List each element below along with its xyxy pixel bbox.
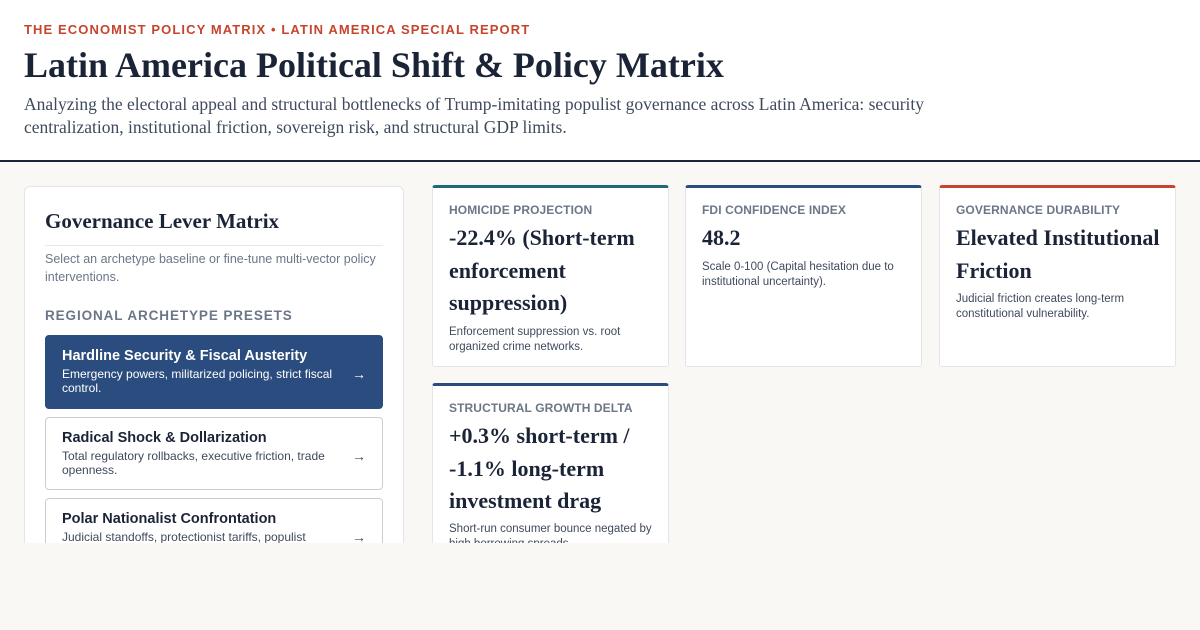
report-kicker: THE ECONOMIST POLICY MATRIX • LATIN AMER… — [24, 22, 531, 37]
preset-description: Judicial standoffs, protectionist tariff… — [62, 530, 306, 543]
card-note: Short-run consumer bounce negated by hig… — [449, 523, 652, 543]
preset-name: Radical Shock & Dollarization — [62, 430, 267, 446]
preset-description: Emergency powers, militarized policing, … — [62, 367, 333, 395]
panel-title: Governance Lever Matrix — [45, 209, 280, 233]
governance-lever-panel: Governance Lever Matrix Select an archet… — [24, 186, 404, 543]
card-note: Enforcement suppression vs. root organiz… — [449, 326, 621, 353]
page-title: Latin America Political Shift & Policy M… — [24, 45, 724, 85]
arrow-right-icon: → — [352, 448, 366, 464]
panel-divider — [45, 245, 383, 246]
structural-growth-card: STRUCTURAL GROWTH DELTA +0.3% short-term… — [432, 383, 669, 543]
arrow-right-icon: → — [352, 529, 366, 543]
preset-name: Polar Nationalist Confrontation — [62, 511, 277, 527]
card-value: -22.4% (Short-term enforcement suppressi… — [449, 225, 635, 315]
card-label: HOMICIDE PROJECTION — [449, 203, 593, 217]
page-subtitle: Analyzing the electoral appeal and struc… — [24, 94, 925, 137]
card-label: STRUCTURAL GROWTH DELTA — [449, 401, 633, 415]
preset-hardline-security[interactable]: Hardline Security & Fiscal Austerity Eme… — [45, 335, 383, 409]
card-label: FDI CONFIDENCE INDEX — [702, 203, 847, 217]
presets-section-label: REGIONAL ARCHETYPE PRESETS — [45, 308, 293, 323]
report-header: THE ECONOMIST POLICY MATRIX • LATIN AMER… — [0, 0, 1200, 162]
preset-description: Total regulatory rollbacks, executive fr… — [62, 449, 325, 477]
arrow-right-icon: → — [352, 366, 366, 382]
card-note: Scale 0-100 (Capital hesitation due to i… — [702, 261, 894, 288]
card-value: 48.2 — [702, 225, 741, 250]
card-label: GOVERNANCE DURABILITY — [956, 203, 1121, 217]
panel-hint: Select an archetype baseline or fine-tun… — [45, 252, 376, 284]
preset-name: Hardline Security & Fiscal Austerity — [62, 348, 308, 364]
card-note: Judicial friction creates long-term cons… — [956, 293, 1125, 320]
card-value: +0.3% short-term / -1.1% long-term inves… — [449, 423, 630, 513]
homicide-projection-card: HOMICIDE PROJECTION -22.4% (Short-term e… — [432, 185, 669, 367]
preset-polar-nationalist[interactable]: Polar Nationalist Confrontation Judicial… — [45, 498, 383, 543]
governance-durability-card: GOVERNANCE DURABILITY Elevated Instituti… — [939, 185, 1176, 367]
fdi-confidence-card: FDI CONFIDENCE INDEX 48.2 Scale 0-100 (C… — [685, 185, 922, 367]
card-value: Elevated Institutional Friction — [956, 225, 1160, 283]
preset-radical-shock[interactable]: Radical Shock & Dollarization Total regu… — [45, 417, 383, 490]
dashboard-viewport[interactable]: Governance Lever Matrix Select an archet… — [0, 162, 1200, 543]
